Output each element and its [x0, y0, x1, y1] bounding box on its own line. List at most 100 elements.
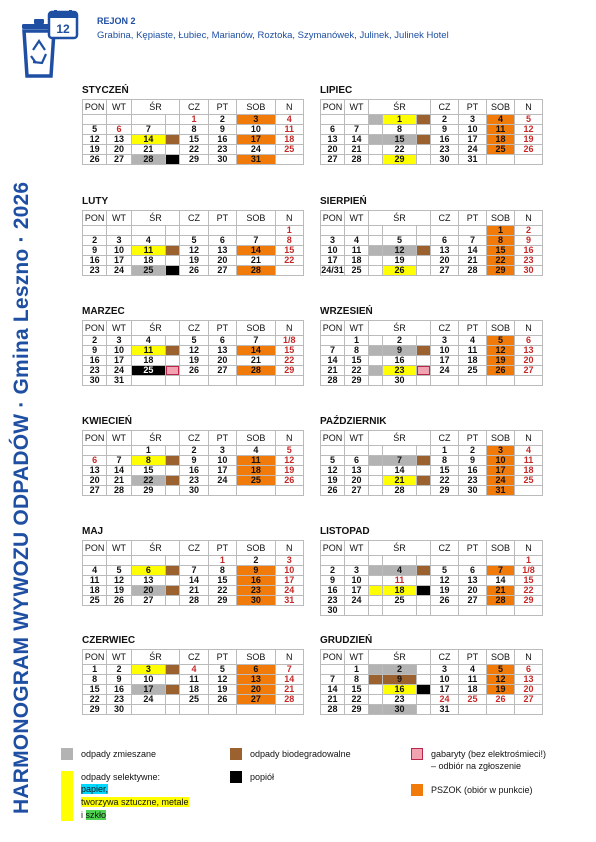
day-cell: 13: [207, 245, 238, 256]
day-cell: 26: [382, 265, 417, 276]
day-cell: 5: [430, 565, 460, 576]
day-cell: [207, 225, 238, 236]
day-cell: [81, 225, 108, 236]
day-cell: 21: [344, 144, 369, 155]
day-cell: 20: [430, 255, 460, 266]
weekday-label: PON: [320, 99, 345, 115]
day-cell: [486, 704, 516, 715]
month-name: WRZESIEŃ: [320, 306, 373, 317]
day-cell: 11: [236, 455, 276, 466]
day-cell: [368, 225, 383, 236]
weekday-label: N: [274, 99, 305, 115]
day-cell: 8: [130, 455, 167, 466]
day-cell: [368, 674, 383, 685]
rejon-title: REJON 2: [97, 16, 136, 26]
weekday-label: WT: [106, 320, 132, 336]
day-cell: 19: [320, 475, 345, 486]
day-cell: 30: [382, 375, 417, 386]
day-cell: 3: [106, 235, 132, 246]
day-cell: 27: [236, 694, 276, 705]
day-cell: 5: [320, 455, 345, 466]
day-cell: 9: [430, 124, 460, 135]
day-cell: 25: [274, 144, 305, 155]
day-cell: 8: [486, 235, 516, 246]
day-cell: 25: [486, 144, 516, 155]
day-cell: 30: [179, 485, 209, 496]
weekday-label: WT: [106, 99, 132, 115]
day-cell: 7: [179, 565, 209, 576]
day-cell: 8: [344, 674, 369, 685]
day-cell: 6: [236, 664, 276, 675]
weekday-label: PT: [458, 210, 488, 226]
day-cell: 4: [274, 114, 305, 125]
weekday-label: CZ: [430, 649, 460, 665]
day-cell: [415, 375, 432, 386]
day-cell: [207, 375, 238, 386]
day-cell: 1: [274, 225, 305, 236]
day-cell: 1: [382, 114, 417, 125]
day-cell: 10: [236, 124, 276, 135]
day-cell: 13: [344, 465, 369, 476]
day-cell: 16: [207, 134, 238, 145]
day-cell: [458, 225, 488, 236]
day-cell: [236, 485, 276, 496]
day-cell: 17: [106, 355, 132, 366]
day-cell: 4: [458, 335, 488, 346]
month-block: LISTOPAD PON WT ŚR CZ PT SOB N 1 2 3 4 5 6 7 1/8 9 10 11 12…: [320, 525, 544, 616]
day-cell: [415, 335, 432, 346]
week-row: 23 24 25 26 27 28 29: [81, 365, 305, 376]
day-cell: 22: [130, 475, 167, 486]
day-cell: 14: [382, 465, 417, 476]
weekday-label: N: [514, 540, 544, 556]
day-cell: 2: [382, 335, 417, 346]
day-cell: 16: [382, 684, 417, 695]
day-cell: 27: [514, 365, 544, 376]
weekday-label: PON: [320, 320, 345, 336]
month-name: MAJ: [82, 526, 104, 537]
month-block: PAŹDZIERNIK PON WT ŚR CZ PT SOB N 1 2 3 4 5 6 7 8 9 10 11 1…: [320, 415, 544, 496]
places-list: Grabina, Kępiaste, Łubiec, Marianów, Roz…: [97, 30, 449, 41]
day-cell: 28: [106, 485, 132, 496]
month-name: LIPIEC: [320, 85, 353, 96]
day-cell: 21: [130, 144, 167, 155]
day-cell: 5: [207, 664, 238, 675]
day-cell: [165, 345, 181, 356]
day-cell: [320, 445, 345, 456]
day-cell: 27: [344, 485, 369, 496]
day-cell: 18: [179, 684, 209, 695]
week-row: 14 15 16 17 18 19 20: [320, 684, 544, 695]
day-cell: 17: [430, 684, 460, 695]
weekday-label: WT: [106, 540, 132, 556]
day-cell: 7: [486, 565, 516, 576]
day-cell: [106, 225, 132, 236]
day-cell: [368, 265, 383, 276]
day-cell: 16: [236, 575, 276, 586]
day-cell: [514, 375, 544, 386]
weekday-label: PON: [81, 210, 108, 226]
day-cell: [165, 555, 181, 566]
day-cell: [320, 555, 345, 566]
day-cell: 4: [458, 664, 488, 675]
week-row: 9 10 11 12 13 14 15: [320, 575, 544, 586]
day-cell: [179, 375, 209, 386]
day-cell: 19: [486, 355, 516, 366]
day-cell: 15: [486, 245, 516, 256]
week-row: 21 22 23 24 25 26 27: [320, 365, 544, 376]
day-cell: [368, 335, 383, 346]
day-cell: 25: [382, 595, 417, 606]
month-block: CZERWIEC PON WT ŚR CZ PT SOB N 1 2 3 4 5 6 7 8 9 10 11 12 13…: [81, 634, 305, 715]
day-cell: 22: [486, 255, 516, 266]
day-cell: 19: [106, 585, 132, 596]
day-cell: 1: [344, 664, 369, 675]
day-cell: 26: [514, 144, 544, 155]
day-cell: 2: [236, 555, 276, 566]
weekday-label: SOB: [486, 430, 516, 446]
day-cell: 8: [430, 455, 460, 466]
day-cell: 10: [344, 575, 369, 586]
week-row: 8 9 10 11 12 13 14: [81, 674, 305, 685]
week-row: 27 28 29 30 31: [320, 154, 544, 165]
day-cell: 6: [430, 235, 460, 246]
day-cell: 25: [130, 265, 167, 276]
